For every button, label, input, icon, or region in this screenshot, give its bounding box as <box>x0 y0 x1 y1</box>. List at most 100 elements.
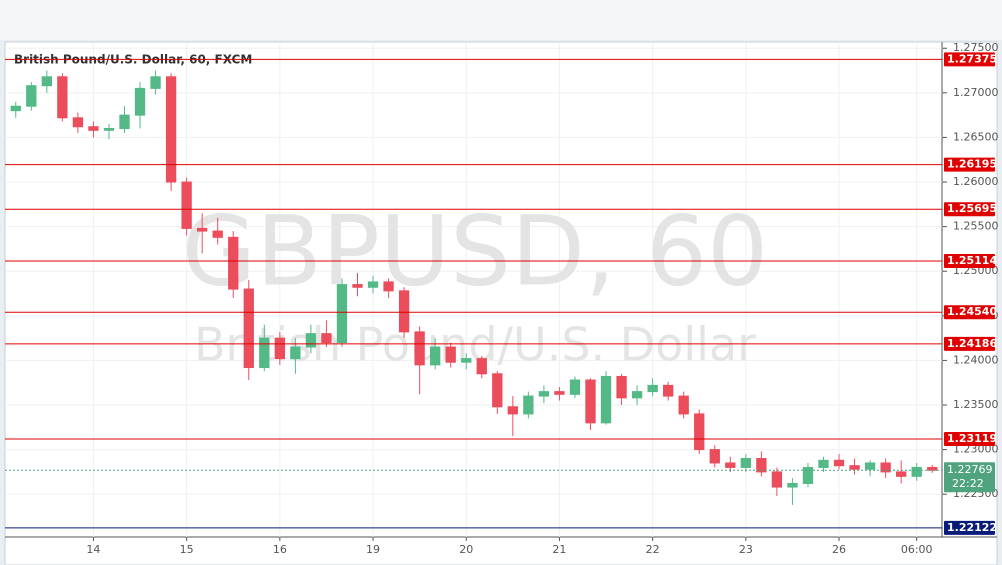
candle-body <box>538 391 550 397</box>
candle-body <box>709 449 720 464</box>
candle-body <box>756 458 767 473</box>
candle-body <box>150 76 161 89</box>
x-tick-label: 14 <box>86 543 100 556</box>
countdown-label: 22:22 <box>952 477 984 490</box>
level-label: 1.23119 <box>947 432 997 445</box>
candle-body <box>119 114 130 130</box>
level-label: 1.22122 <box>947 521 997 534</box>
candle-body <box>72 117 84 128</box>
level-label: 1.24540 <box>947 305 997 318</box>
candle-body <box>197 227 208 232</box>
y-tick-label: 1.25500 <box>953 220 999 233</box>
candle-body <box>647 384 658 393</box>
candle-body <box>554 391 565 395</box>
level-label: 1.25114 <box>947 254 997 267</box>
candle-body <box>41 76 52 87</box>
level-label-box <box>944 52 995 67</box>
candle-body <box>678 395 689 415</box>
top-bar <box>0 0 1002 40</box>
x-tick-label: 21 <box>552 543 566 556</box>
candle-body <box>818 459 829 468</box>
x-tick-label: 15 <box>180 543 194 556</box>
level-label-box <box>944 431 995 446</box>
y-tick-label: 1.23500 <box>953 398 999 411</box>
x-tick-label: 06:00 <box>901 543 933 556</box>
candle-body <box>927 466 938 471</box>
level-label: 1.27375 <box>947 52 997 65</box>
candle-body <box>88 126 99 131</box>
candle-body <box>274 337 285 360</box>
y-tick-label: 1.24000 <box>953 353 999 366</box>
candle-body <box>383 281 394 292</box>
candle-body <box>616 375 627 399</box>
y-tick-label: 1.26000 <box>953 175 999 188</box>
candle-body <box>321 333 332 344</box>
x-tick-label: 16 <box>273 543 287 556</box>
candle-body <box>492 373 503 408</box>
watermark-subtitle: British Pound/U.S. Dollar <box>194 318 756 372</box>
candle-body <box>352 284 363 288</box>
candle-body <box>569 379 581 395</box>
candle-body <box>600 375 612 424</box>
candle-body <box>26 85 37 107</box>
candle-body <box>134 87 146 116</box>
candle-body <box>103 128 115 131</box>
candle-body <box>414 331 425 366</box>
y-tick-label: 1.27500 <box>953 41 999 54</box>
candle-body <box>802 466 814 484</box>
candle-body <box>445 346 456 363</box>
candle-body <box>725 462 736 468</box>
candle-body <box>57 76 68 119</box>
candle-body <box>896 471 907 477</box>
current-price-label: 1.22769 <box>947 463 993 476</box>
x-tick-label: 23 <box>739 543 753 556</box>
candle-body <box>10 105 21 112</box>
candle-body <box>849 465 860 470</box>
candle-body <box>585 379 596 424</box>
level-label-box <box>944 157 995 172</box>
candle-body <box>694 413 705 451</box>
candle-body <box>290 346 301 360</box>
candle-body <box>461 358 472 363</box>
candle-body <box>911 466 922 477</box>
level-label-box <box>944 254 995 269</box>
candle-body <box>833 459 845 467</box>
candle-body <box>228 236 239 290</box>
candle-body <box>367 281 379 288</box>
level-label-box <box>944 305 995 320</box>
current-price-box <box>944 462 995 493</box>
y-tick-label: 1.26500 <box>953 130 999 143</box>
candle-body <box>787 482 798 488</box>
x-tick-label: 20 <box>459 543 473 556</box>
candle-body <box>631 391 643 399</box>
candle-body <box>430 346 441 366</box>
candle-body <box>336 284 348 344</box>
marks <box>10 70 938 505</box>
level-label: 1.26195 <box>947 158 997 171</box>
candle-body <box>864 462 876 470</box>
level-label-box <box>944 202 995 217</box>
watermark: GBPUSD, 60 <box>182 195 768 307</box>
level-label-box <box>944 336 995 351</box>
candle-body <box>181 181 192 229</box>
grid <box>5 42 942 537</box>
candle-body <box>663 384 674 397</box>
x-tick-label: 22 <box>646 543 660 556</box>
candle-body <box>243 288 254 369</box>
candle-body <box>880 462 891 473</box>
candle-body <box>165 76 177 183</box>
y-tick-label: 1.27000 <box>953 86 999 99</box>
candle-body <box>259 337 270 369</box>
candle-body <box>212 230 223 238</box>
x-tick-label: 19 <box>366 543 380 556</box>
candle-body <box>305 333 317 348</box>
candle-body <box>771 471 783 488</box>
x-tick-label: 26 <box>832 543 846 556</box>
level-label: 1.24186 <box>947 337 997 350</box>
level-label: 1.25695 <box>947 202 997 215</box>
candle-body <box>523 395 534 415</box>
candle-body <box>398 290 410 333</box>
candle-body <box>740 458 751 468</box>
